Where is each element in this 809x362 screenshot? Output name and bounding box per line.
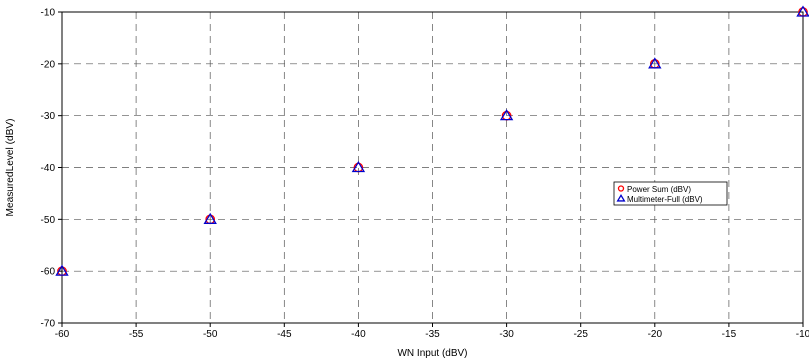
multimeter-full-point [648, 57, 662, 69]
legend: Power Sum (dBV)Multimeter-Full (dBV) [613, 181, 728, 206]
x-tick-label: -60 [55, 329, 70, 340]
multimeter-full-point [499, 109, 514, 121]
x-tick-label: -20 [648, 329, 663, 340]
x-tick-label: -30 [499, 329, 514, 340]
x-tick-label: -55 [129, 329, 144, 340]
legend-box [613, 181, 728, 206]
multimeter-full-point [351, 160, 366, 173]
y-axis-ticks: -70 -60 -50 -40 -30 -20 -10 [41, 8, 62, 330]
legend-label: Power Sum (dBV) [627, 185, 691, 194]
grid-lines [62, 12, 803, 323]
x-tick-label: -15 [722, 329, 737, 340]
legend-circle-marker [617, 185, 625, 192]
multimeter-full-point [203, 212, 217, 224]
x-tick-label: -50 [203, 329, 218, 340]
y-tick-label: -10 [41, 8, 56, 19]
x-tick-label: -35 [425, 329, 440, 340]
legend-entry: Power Sum (dBV) [617, 185, 691, 194]
x-tick-label: -25 [573, 329, 588, 340]
y-tick-label: -70 [41, 319, 56, 330]
multimeter-full-point [55, 264, 69, 276]
y-tick-label: -60 [41, 267, 56, 278]
y-tick-label: -50 [41, 215, 56, 226]
x-axis-ticks: -60 -55 -50 -45 -40 -35 -30 -25 -20 -15 -10 [55, 323, 809, 340]
x-tick-label: -45 [277, 329, 292, 340]
legend-label: Multimeter-Full (dBV) [627, 195, 703, 204]
y-tick-label: -40 [41, 163, 56, 174]
x-axis-label: WN Input (dBV) [397, 348, 467, 359]
x-tick-label: -10 [796, 329, 809, 340]
legend-entry: Multimeter-Full (dBV) [616, 194, 703, 204]
data-points [55, 5, 809, 277]
y-axis-label: MeasuredLevel (dBV) [5, 119, 16, 217]
y-tick-label: -30 [41, 111, 56, 122]
legend-triangle-marker [616, 194, 626, 202]
multimeter-full-point [796, 5, 809, 17]
y-tick-label: -20 [41, 59, 56, 70]
x-tick-label: -40 [351, 329, 366, 340]
